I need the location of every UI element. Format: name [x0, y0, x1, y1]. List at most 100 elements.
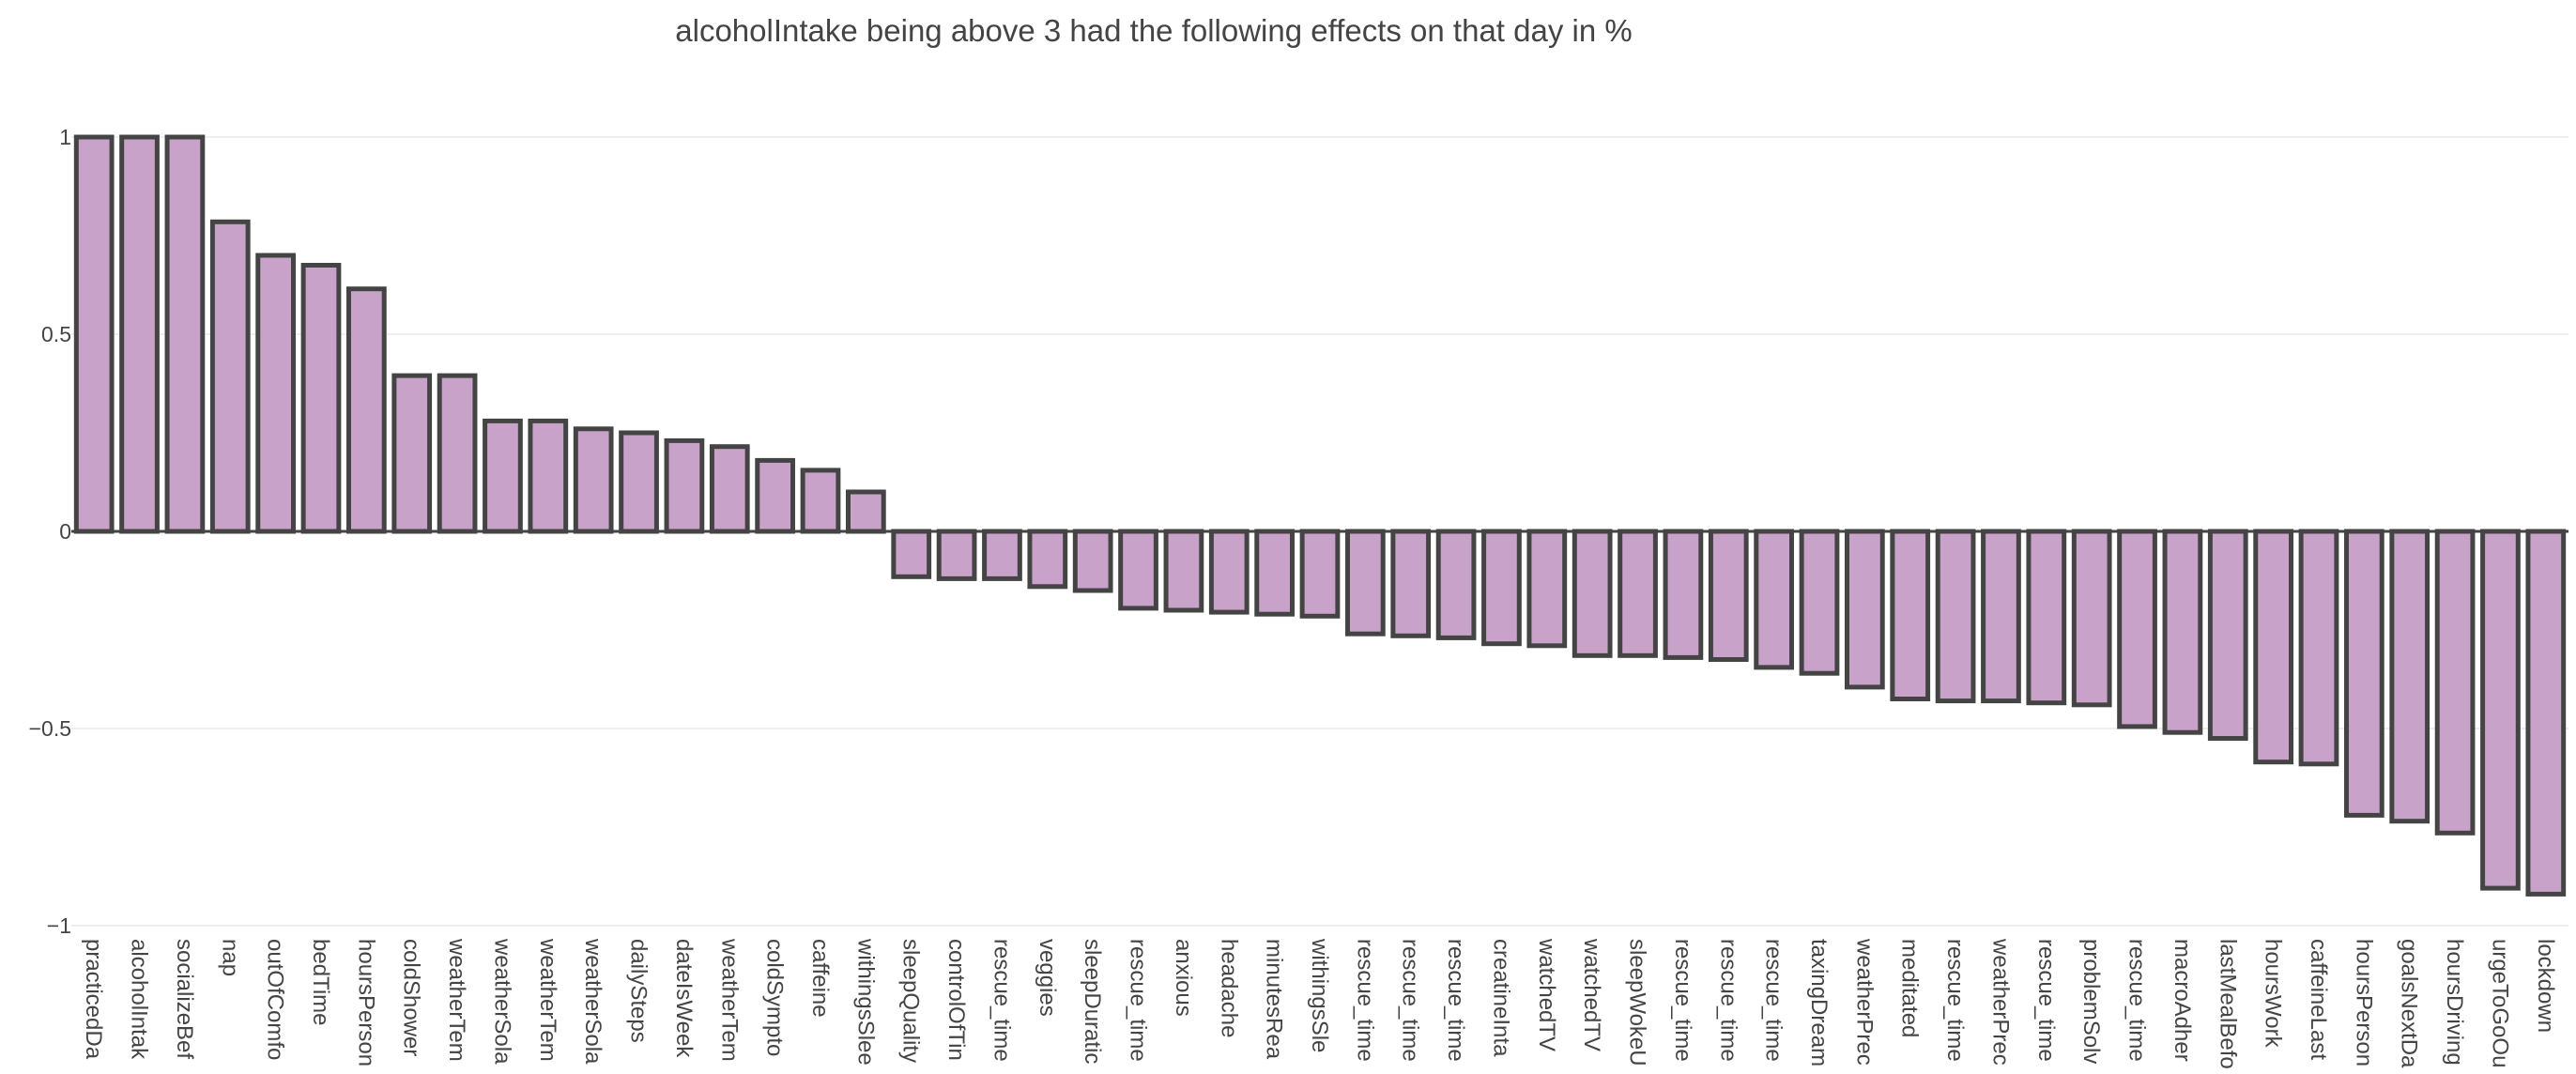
bar[interactable] — [1345, 529, 1386, 637]
x-axis-ticks: practicedDa alcoholIntak socializeBef nap ou… — [81, 938, 2558, 1069]
bar[interactable] — [2162, 529, 2203, 735]
x-tick-label: hoursWork — [2261, 939, 2286, 1049]
y-axis-ticks: 1 0.5 0 −0.5 −1 — [29, 125, 71, 938]
gridlines — [71, 136, 2568, 927]
bar[interactable] — [1254, 529, 1295, 617]
bar[interactable] — [1526, 529, 1568, 649]
bar[interactable] — [2480, 529, 2521, 891]
bar[interactable] — [300, 263, 342, 534]
bar[interactable] — [2071, 529, 2112, 708]
x-tick-label: rescue_time — [1352, 939, 1377, 1062]
x-tick-label: dailySteps — [626, 939, 652, 1043]
bar[interactable] — [2434, 529, 2476, 836]
bar[interactable] — [1118, 529, 1158, 611]
x-tick-label: rescue_time — [1126, 939, 1151, 1062]
bar[interactable] — [1390, 529, 1432, 638]
bar[interactable] — [936, 529, 977, 581]
bar[interactable] — [619, 430, 659, 534]
bar[interactable] — [2207, 529, 2248, 741]
bar[interactable] — [437, 373, 478, 534]
bar[interactable] — [346, 286, 387, 534]
bar[interactable] — [1799, 529, 1840, 676]
bar[interactable] — [1072, 529, 1113, 593]
bar[interactable] — [1481, 529, 1522, 647]
x-tick-label: rescue_time — [1670, 939, 1695, 1062]
x-tick-label: minutesRea — [1262, 939, 1287, 1060]
bar[interactable] — [1299, 529, 1341, 619]
bar[interactable] — [255, 253, 296, 534]
bar[interactable] — [1618, 529, 1658, 658]
bar[interactable] — [1890, 529, 1931, 701]
x-tick-label: rescue_time — [2033, 939, 2059, 1062]
x-tick-label: controlOfTin — [943, 939, 969, 1061]
bar[interactable] — [1754, 529, 1794, 670]
bar[interactable] — [800, 468, 841, 534]
bar[interactable] — [164, 134, 206, 534]
x-tick-label: dateIsWeek — [671, 939, 697, 1058]
x-tick-label: veggies — [1035, 939, 1060, 1017]
bar[interactable] — [1708, 529, 1749, 662]
bar[interactable] — [1981, 529, 2021, 704]
bar[interactable] — [1027, 529, 1068, 590]
x-tick-label: weatherPrec — [1851, 938, 1877, 1066]
bar[interactable] — [2525, 529, 2567, 897]
x-tick-label: sleepDuratic — [1080, 939, 1105, 1064]
bar[interactable] — [891, 529, 932, 579]
bar[interactable] — [1208, 529, 1250, 615]
y-tick-label: −1 — [47, 913, 71, 938]
bar[interactable] — [1163, 529, 1204, 613]
bar[interactable] — [709, 444, 750, 534]
x-tick-label: lastMealBefo — [2215, 939, 2240, 1069]
x-tick-label: weatherTem — [444, 938, 469, 1062]
chart-title: alcoholIntake being above 3 had the foll… — [675, 13, 1632, 48]
bar[interactable] — [2298, 529, 2339, 767]
bar[interactable] — [573, 426, 614, 534]
bar[interactable] — [483, 418, 523, 534]
y-tick-label: 0 — [59, 519, 71, 544]
bars — [73, 134, 2567, 897]
bar[interactable] — [982, 529, 1022, 581]
x-tick-label: headache — [1216, 939, 1241, 1037]
bar[interactable] — [209, 219, 251, 534]
x-tick-label: problemSolv — [2078, 939, 2104, 1064]
bar[interactable] — [664, 437, 705, 534]
x-tick-label: anxious — [1171, 939, 1196, 1017]
bar[interactable] — [846, 489, 886, 534]
bar[interactable] — [1572, 529, 1613, 658]
x-tick-label: rescue_time — [1398, 939, 1423, 1062]
bar[interactable] — [2026, 529, 2067, 706]
bar[interactable] — [119, 134, 160, 534]
x-tick-label: caffeine — [807, 939, 833, 1018]
x-tick-label: rescue_time — [1443, 939, 1468, 1062]
bar[interactable] — [528, 418, 569, 534]
x-tick-label: goalsNextDa — [2397, 939, 2422, 1068]
bar[interactable] — [73, 134, 115, 534]
bar[interactable] — [1935, 529, 1976, 704]
x-tick-label: weatherPrec — [1987, 938, 2013, 1066]
x-tick-label: weatherTem — [535, 938, 560, 1062]
bar[interactable] — [755, 457, 795, 534]
x-tick-label: withingsSle — [1307, 938, 1332, 1052]
x-tick-label: hoursDriving — [2442, 939, 2467, 1066]
bar[interactable] — [2344, 529, 2384, 818]
bar[interactable] — [1663, 529, 1704, 660]
x-tick-label: nap — [217, 939, 242, 976]
x-tick-label: outOfComfo — [263, 939, 288, 1060]
bar[interactable] — [391, 373, 433, 534]
x-tick-label: meditated — [1897, 939, 1923, 1037]
x-tick-label: watchedTV — [1579, 938, 1604, 1051]
bar[interactable] — [1435, 529, 1477, 640]
x-tick-label: rescue_time — [1715, 939, 1740, 1062]
bar[interactable] — [2117, 529, 2157, 729]
bar[interactable] — [1845, 529, 1885, 690]
x-tick-label: rescue_time — [2124, 939, 2150, 1062]
x-tick-label: alcoholIntak — [127, 939, 152, 1060]
y-tick-label: −0.5 — [29, 716, 71, 741]
x-tick-label: watchedTV — [1534, 938, 1559, 1051]
bar[interactable] — [2389, 529, 2430, 824]
x-tick-label: coldSympto — [762, 939, 788, 1056]
x-tick-label: sleepQuality — [898, 939, 924, 1063]
bar[interactable] — [2253, 529, 2293, 765]
x-tick-label: bedTime — [308, 939, 333, 1025]
